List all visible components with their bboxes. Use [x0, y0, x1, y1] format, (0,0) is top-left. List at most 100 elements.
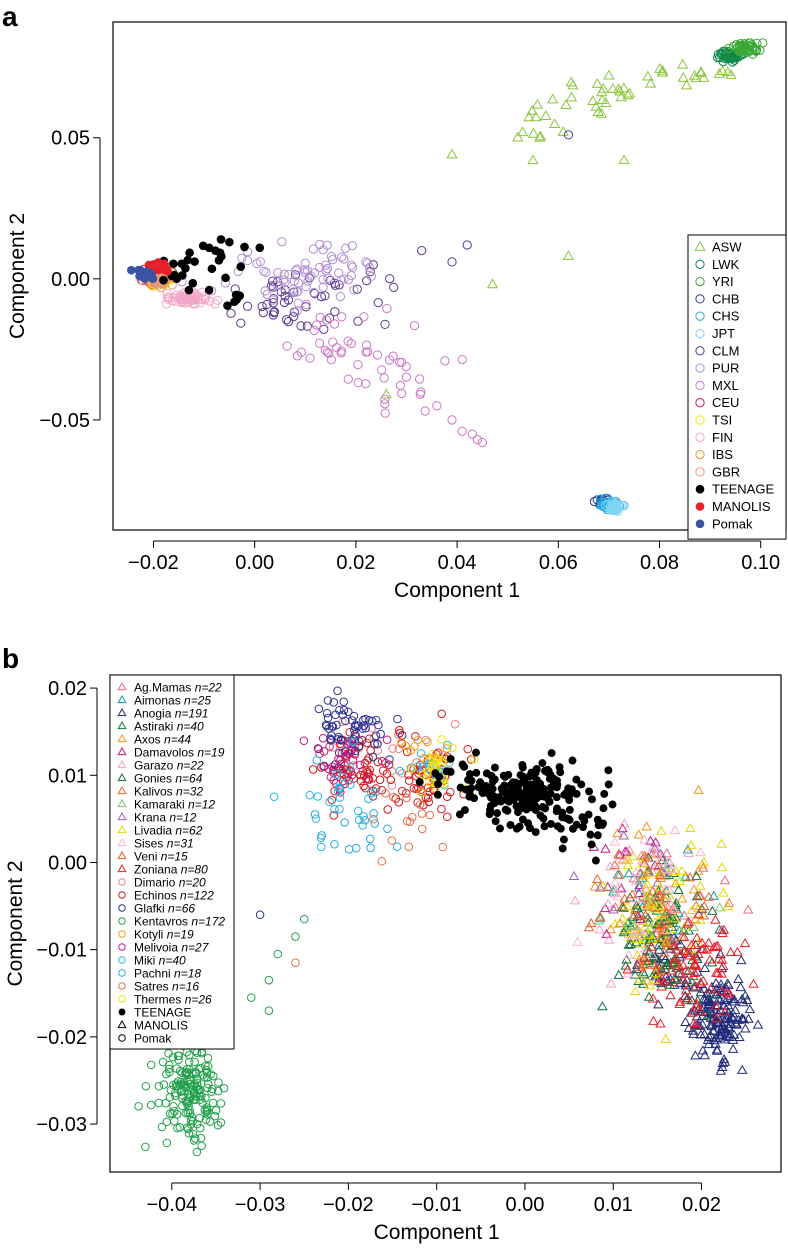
- legend-sample-size: n=32: [176, 785, 203, 799]
- data-point: [321, 265, 331, 276]
- data-point: [365, 834, 375, 844]
- data-point: [420, 406, 430, 416]
- data-point: [613, 969, 624, 979]
- data-point: [371, 731, 381, 741]
- data-point: [315, 239, 325, 250]
- data-point: [164, 1049, 173, 1058]
- legend-item: Axos n=44: [117, 733, 191, 747]
- data-point: [687, 1025, 699, 1035]
- data-point: [188, 1084, 198, 1094]
- data-point: [126, 265, 136, 275]
- legend-marker: [118, 878, 126, 886]
- data-point: [361, 276, 372, 286]
- legend-marker: [695, 398, 705, 408]
- legend-sample-size: n=44: [164, 733, 191, 747]
- data-point: [722, 1022, 734, 1032]
- data-point: [377, 365, 387, 375]
- data-point: [175, 290, 185, 301]
- data-point: [691, 1000, 702, 1010]
- data-point: [437, 735, 447, 744]
- data-point: [633, 882, 645, 892]
- data-point: [686, 839, 697, 850]
- data-point: [730, 1005, 741, 1015]
- data-point: [585, 787, 594, 796]
- data-point: [716, 65, 729, 76]
- legend-item: PUR: [695, 361, 739, 376]
- x-tick-label: 0.10: [741, 552, 780, 574]
- data-point: [716, 968, 727, 978]
- data-point: [349, 737, 358, 747]
- data-point: [547, 749, 556, 758]
- data-point: [349, 285, 359, 295]
- data-point: [433, 755, 442, 765]
- data-point: [717, 1012, 729, 1022]
- data-point: [667, 976, 679, 987]
- data-point: [188, 1116, 198, 1126]
- data-point: [622, 964, 633, 974]
- legend-series-name: MXL: [712, 378, 739, 393]
- legend-label: YRI: [712, 274, 734, 289]
- data-point: [289, 311, 299, 322]
- data-point: [681, 994, 692, 1004]
- data-point: [656, 869, 667, 879]
- data-point: [402, 793, 411, 803]
- data-point: [401, 372, 412, 382]
- data-point: [739, 938, 751, 948]
- data-point: [716, 1027, 727, 1037]
- data-point: [330, 839, 339, 849]
- data-point: [424, 797, 434, 807]
- data-point: [360, 379, 371, 389]
- data-point: [402, 816, 412, 826]
- data-point: [380, 399, 390, 409]
- data-point: [669, 957, 681, 967]
- legend-label: CHS: [712, 309, 740, 324]
- data-point: [698, 975, 709, 985]
- data-point: [353, 360, 363, 370]
- data-point: [718, 887, 729, 897]
- data-point: [587, 840, 596, 849]
- legend: ASW LWK YRI CHB CHS JPT CLM PUR MXL CEU TSI FIN IBS G…: [687, 234, 787, 540]
- data-point: [668, 904, 679, 914]
- data-point: [552, 793, 561, 802]
- data-point: [486, 278, 499, 289]
- data-point: [395, 766, 405, 776]
- data-point: [728, 41, 739, 51]
- data-point: [371, 787, 380, 797]
- data-point: [332, 770, 341, 779]
- data-point: [368, 752, 378, 762]
- data-point: [324, 724, 334, 733]
- data-point: [629, 969, 641, 979]
- legend-series-name: Dimario: [134, 876, 176, 890]
- data-point: [579, 823, 588, 831]
- data-point: [333, 686, 342, 696]
- data-point: [291, 265, 301, 276]
- data-point: [438, 750, 448, 760]
- data-point: [723, 43, 734, 54]
- legend-marker: [117, 721, 127, 730]
- data-point: [717, 960, 729, 971]
- data-point: [614, 881, 625, 891]
- data-point: [395, 357, 405, 368]
- data-point: [585, 918, 597, 928]
- data-point: [718, 994, 730, 1004]
- data-point: [673, 884, 684, 895]
- data-point: [185, 1075, 194, 1085]
- data-point: [593, 831, 602, 840]
- data-point: [163, 267, 172, 276]
- data-point: [296, 347, 306, 357]
- data-point: [673, 968, 685, 978]
- data-point: [690, 1050, 701, 1060]
- legend-item: Garazo n=22: [117, 759, 204, 773]
- data-point: [313, 792, 323, 801]
- data-point: [612, 83, 625, 94]
- data-point: [682, 918, 694, 928]
- data-point: [722, 987, 733, 997]
- legend-marker: [117, 864, 127, 873]
- legend-label: Melivoia n=27: [134, 941, 210, 955]
- data-point: [662, 918, 673, 928]
- data-point: [359, 312, 369, 322]
- data-point: [699, 962, 711, 972]
- data-point: [633, 925, 645, 935]
- data-point: [691, 871, 702, 881]
- legend-series-name: Anogia: [134, 707, 172, 721]
